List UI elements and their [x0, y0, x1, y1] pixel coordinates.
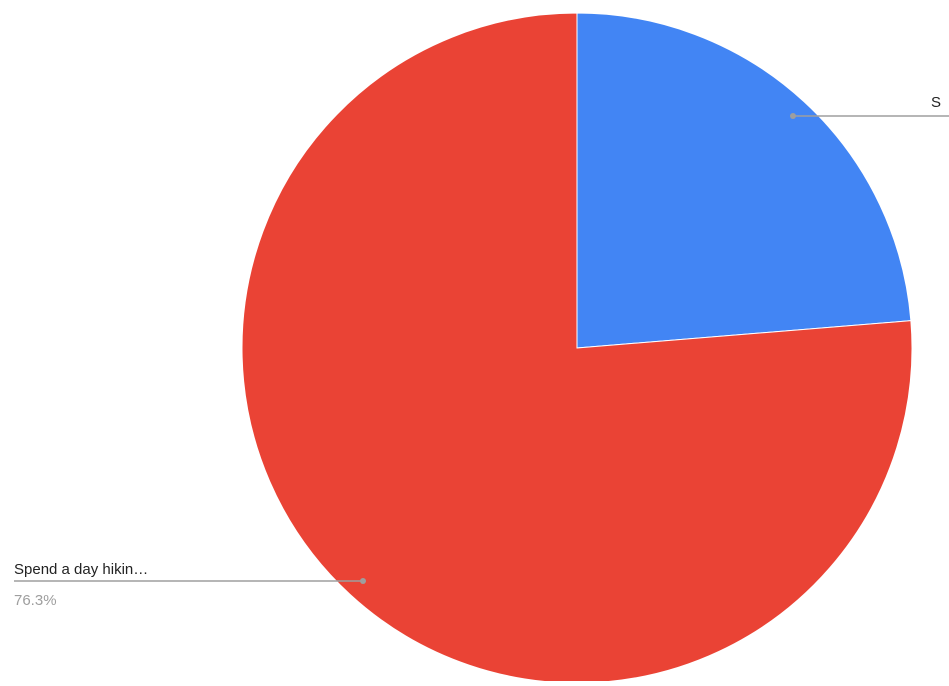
slice-1-label: Spend a day hikin…: [14, 561, 148, 578]
slice-0-label: S: [931, 94, 941, 111]
slice-0-leader-dot: [790, 113, 796, 119]
pie-callouts: S Spend a day hikin… 76.3%: [14, 94, 949, 609]
slice-1-percent-label: 76.3%: [14, 592, 57, 609]
pie-slice-1[interactable]: [241, 12, 913, 684]
pie-slice-0[interactable]: [576, 12, 912, 349]
slice-1-leader-dot: [360, 578, 366, 584]
pie-slices: [241, 12, 913, 684]
